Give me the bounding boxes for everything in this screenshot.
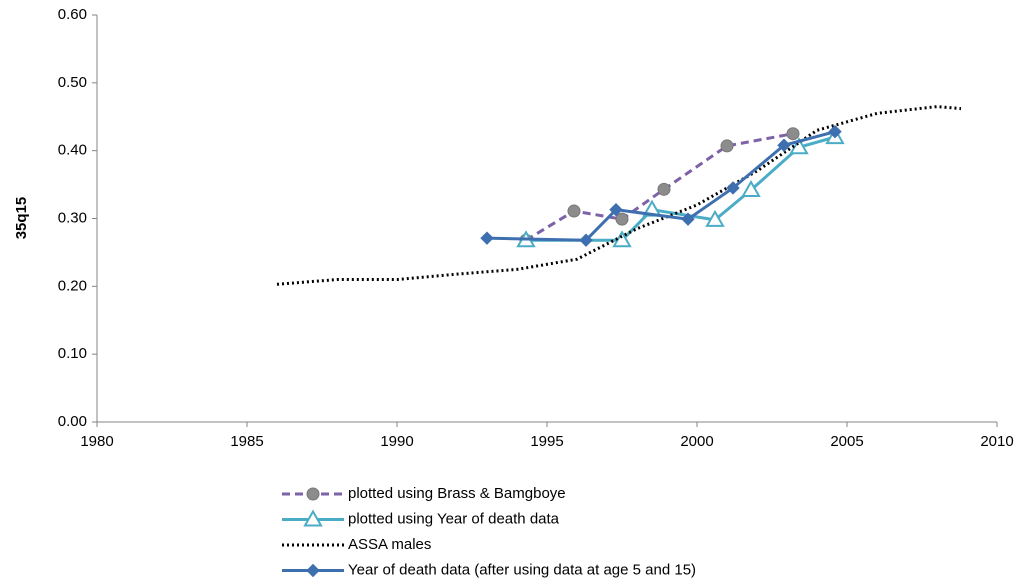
legend-marker <box>306 563 320 578</box>
y-tick-label: 0.30 <box>58 209 87 226</box>
marker <box>615 212 629 226</box>
x-tick-label: 1990 <box>380 433 413 450</box>
marker <box>828 124 842 139</box>
legend-label: plotted using Brass & Bamgboye <box>348 485 566 502</box>
legend-label: plotted using Year of death data <box>348 510 560 527</box>
series-line <box>525 132 794 242</box>
legend-label: ASSA males <box>348 536 431 553</box>
legend-marker <box>303 509 323 527</box>
marker <box>681 212 695 226</box>
series-line <box>526 135 836 242</box>
series-line <box>276 105 962 286</box>
marker <box>786 127 800 141</box>
marker <box>789 137 809 155</box>
marker <box>705 209 725 227</box>
marker <box>567 204 581 218</box>
y-tick-label: 0.40 <box>58 142 87 159</box>
legend-marker <box>306 487 320 501</box>
marker <box>480 231 494 245</box>
y-tick-label: 0.00 <box>58 413 87 430</box>
x-tick-label: 1995 <box>530 433 563 450</box>
y-tick-label: 0.20 <box>58 277 87 294</box>
marker <box>726 181 740 195</box>
legend-label: Year of death data (after using data at … <box>348 561 696 578</box>
marker <box>612 230 632 248</box>
marker <box>741 179 761 198</box>
marker <box>609 202 623 217</box>
marker <box>657 182 671 196</box>
y-tick-label: 0.60 <box>58 6 87 23</box>
x-tick-label: 2005 <box>830 433 863 450</box>
y-tick-label: 0.50 <box>58 74 87 91</box>
x-tick-label: 2010 <box>980 433 1013 450</box>
marker <box>579 233 593 247</box>
y-tick-label: 0.10 <box>58 345 87 362</box>
marker <box>777 138 791 152</box>
x-tick-label: 1985 <box>230 433 263 450</box>
y-axis-label: 35q15 <box>13 197 30 240</box>
marker <box>720 139 734 153</box>
x-tick-label: 2000 <box>680 433 713 450</box>
x-tick-label: 1980 <box>80 433 113 450</box>
